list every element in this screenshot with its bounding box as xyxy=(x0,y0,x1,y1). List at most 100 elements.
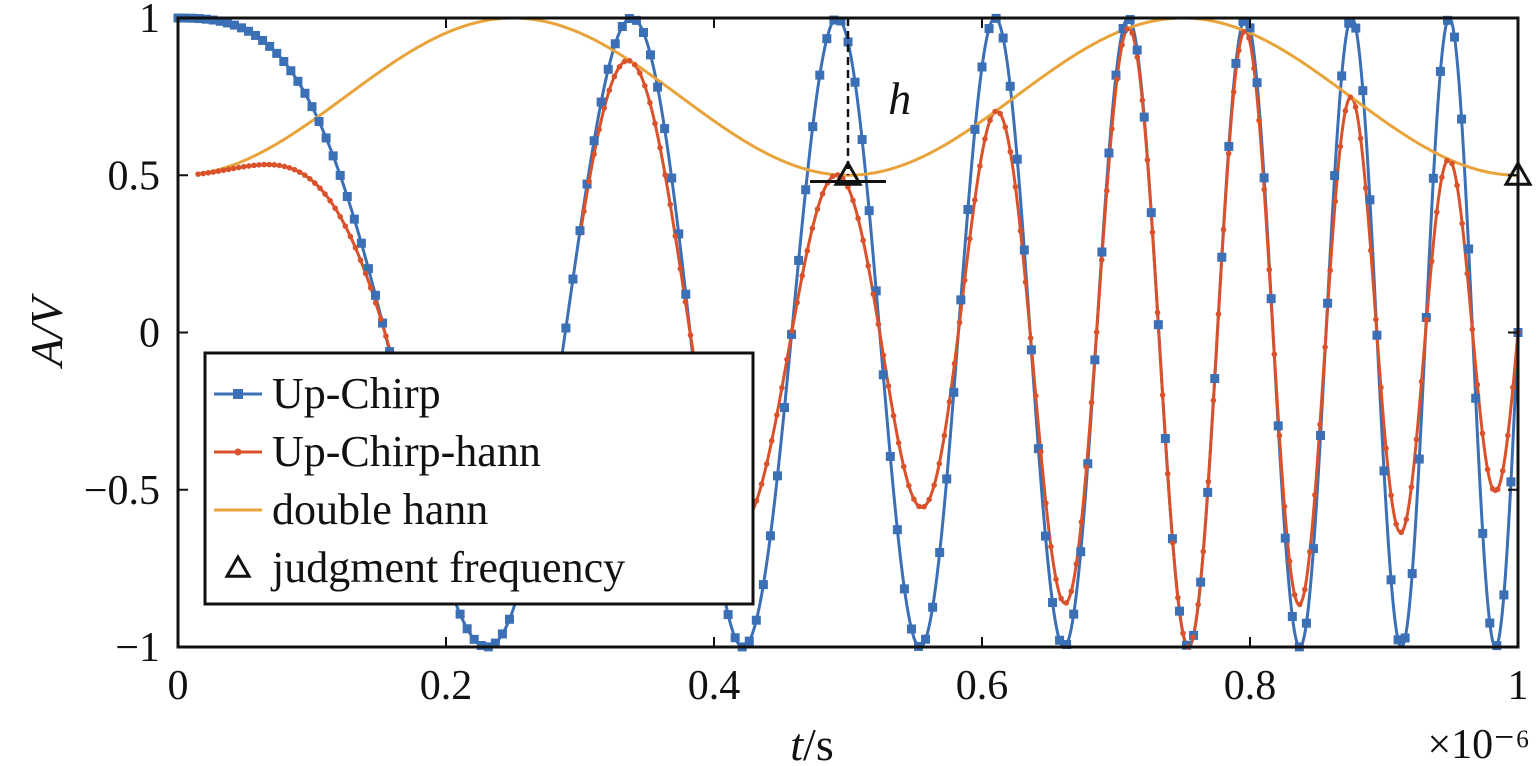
up-chirp-point xyxy=(653,82,663,92)
up-chirp-point xyxy=(1033,444,1043,454)
up-chirp-point xyxy=(328,151,338,161)
up-chirp-hann-point xyxy=(1048,543,1054,550)
up-chirp-point xyxy=(808,122,818,132)
up-chirp-point xyxy=(730,633,740,643)
up-chirp-hann-point xyxy=(1388,492,1394,499)
up-chirp-point xyxy=(1259,173,1269,183)
up-chirp-hann-point xyxy=(982,136,988,142)
up-chirp-hann-point xyxy=(1266,266,1273,273)
up-chirp-hann-point xyxy=(246,163,252,169)
up-chirp-hann-point xyxy=(865,263,872,269)
up-chirp-hann-point xyxy=(1276,432,1283,439)
up-chirp-point xyxy=(1471,393,1481,403)
up-chirp-hann-point xyxy=(210,169,217,175)
up-chirp-hann-point xyxy=(230,165,237,172)
up-chirp-hann-point xyxy=(1139,97,1146,104)
legend-label: Up-Chirp-hann xyxy=(272,427,541,476)
up-chirp-hann-point xyxy=(1017,228,1024,234)
up-chirp-point xyxy=(1196,577,1206,587)
up-chirp-hann-point xyxy=(1002,124,1009,130)
up-chirp-point xyxy=(1442,15,1452,25)
up-chirp-hann-point xyxy=(235,164,242,171)
up-chirp-hann-point xyxy=(636,70,643,76)
up-chirp-hann-point xyxy=(956,319,963,326)
up-chirp-hann-point xyxy=(626,58,633,64)
up-chirp-hann-point xyxy=(906,482,912,489)
up-chirp-hann-point xyxy=(1383,445,1389,452)
up-chirp-point xyxy=(1478,528,1488,538)
up-chirp-hann-point xyxy=(657,144,663,151)
up-chirp-point xyxy=(977,62,987,72)
up-chirp-hann-point xyxy=(1007,148,1014,155)
up-chirp-hann-point xyxy=(1180,630,1186,637)
up-chirp-hann-point xyxy=(1510,384,1516,391)
up-chirp-hann-point xyxy=(997,110,1003,117)
up-chirp-point xyxy=(850,77,860,87)
up-chirp-point xyxy=(1273,421,1283,431)
up-chirp-hann-point xyxy=(1291,592,1298,598)
up-chirp-point xyxy=(455,609,465,619)
up-chirp-hann-point xyxy=(1317,421,1323,428)
up-chirp-point xyxy=(342,192,352,202)
up-chirp-hann-point xyxy=(774,412,780,418)
up-chirp-hann-point xyxy=(1159,392,1166,398)
up-chirp-hann-point xyxy=(642,83,648,89)
up-chirp-point xyxy=(1414,454,1424,464)
up-chirp-hann-point xyxy=(951,360,958,367)
up-chirp-point xyxy=(1005,81,1015,91)
up-chirp-hann-point xyxy=(332,205,338,212)
up-chirp-point xyxy=(744,636,754,646)
up-chirp-point xyxy=(1069,609,1079,619)
up-chirp-point xyxy=(1301,618,1311,628)
up-chirp-hann-point xyxy=(266,161,272,168)
up-chirp-hann-point xyxy=(763,461,770,467)
up-chirp-hann-point xyxy=(581,208,587,215)
up-chirp-point xyxy=(1139,112,1149,122)
up-chirp-hann-point xyxy=(1124,26,1130,32)
up-chirp-hann-point xyxy=(829,173,836,180)
up-chirp-point xyxy=(1323,298,1333,308)
up-chirp-point xyxy=(1083,459,1093,469)
up-chirp-hann-point xyxy=(1109,126,1115,132)
legend-marker xyxy=(234,448,242,456)
up-chirp-hann-point xyxy=(291,166,298,173)
up-chirp-point xyxy=(1330,171,1340,181)
up-chirp-hann-point xyxy=(1241,29,1247,35)
up-chirp-hann-point xyxy=(1073,561,1080,567)
up-chirp-hann-point xyxy=(1169,540,1176,546)
up-chirp-point xyxy=(885,451,895,461)
up-chirp-point xyxy=(758,580,768,590)
up-chirp-hann-point xyxy=(758,481,765,487)
up-chirp-hann-point xyxy=(296,169,303,175)
y-tick-label: 1 xyxy=(139,0,160,42)
up-chirp-point xyxy=(1485,618,1495,628)
up-chirp-point xyxy=(1153,320,1163,330)
up-chirp-point xyxy=(674,229,684,239)
up-chirp-point xyxy=(836,16,846,26)
up-chirp-hann-point xyxy=(1357,135,1364,142)
up-chirp-point xyxy=(286,66,296,76)
up-chirp-hann-point xyxy=(1342,107,1349,114)
up-chirp-hann-point xyxy=(941,432,948,439)
up-chirp-hann-point xyxy=(1093,329,1100,335)
up-chirp-hann-point xyxy=(195,171,201,177)
y-tick-label: 0.5 xyxy=(108,153,161,199)
up-chirp-hann-point xyxy=(606,87,613,94)
up-chirp-point xyxy=(1097,247,1107,257)
up-chirp-hann-point xyxy=(768,437,775,444)
up-chirp-hann-point xyxy=(1296,601,1303,608)
up-chirp-hann-point xyxy=(687,332,694,338)
up-chirp-hann-point xyxy=(1119,42,1125,48)
up-chirp-point xyxy=(258,35,268,45)
up-chirp-hann-point xyxy=(1352,104,1359,110)
up-chirp-point xyxy=(780,403,790,413)
up-chirp-point xyxy=(1407,569,1417,579)
up-chirp-hann-point xyxy=(789,328,795,334)
up-chirp-hann-point xyxy=(992,108,998,115)
up-chirp-hann-point xyxy=(921,503,927,510)
up-chirp-point xyxy=(349,214,359,224)
up-chirp-hann-point xyxy=(1479,430,1486,437)
up-chirp-point xyxy=(646,50,656,60)
up-chirp-point xyxy=(1210,374,1220,384)
up-chirp-point xyxy=(1026,345,1036,355)
